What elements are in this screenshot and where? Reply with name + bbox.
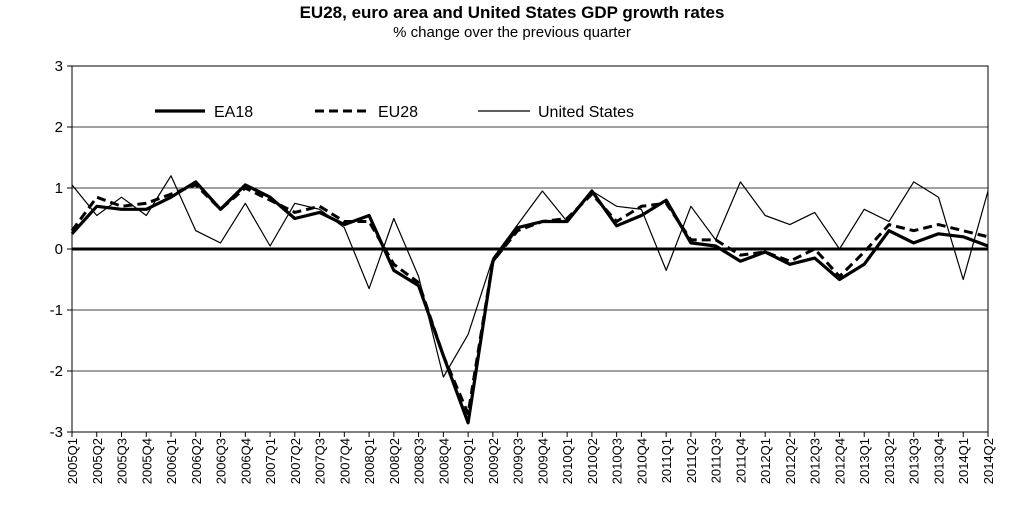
xtick-label-2009Q3: 2009Q3 [511,438,526,484]
legend-label-united-states: United States [538,104,634,121]
xtick-label-2006Q3: 2006Q3 [214,438,229,484]
xtick-label-2007Q3: 2007Q3 [313,438,328,484]
xtick-label-2008Q1: 2008Q1 [362,438,377,484]
xtick-label-2012Q4: 2012Q4 [832,438,847,484]
series-line-ea18 [70,180,989,425]
xtick-label-2014Q1: 2014Q1 [956,438,971,484]
xtick-label-2013Q3: 2013Q3 [907,438,922,484]
xtick-label-2005Q4: 2005Q4 [139,438,154,484]
ytick-label--1: -1 [50,302,63,319]
xtick-label-2007Q1: 2007Q1 [263,438,278,484]
ytick-label--3: -3 [50,424,63,441]
xtick-label-2009Q2: 2009Q2 [486,438,501,484]
xtick-label-2013Q1: 2013Q1 [857,438,872,484]
ytick-label--2: -2 [50,363,63,380]
series-line-eu28 [70,183,989,416]
xtick-label-2010Q2: 2010Q2 [585,438,600,484]
xtick-label-2006Q4: 2006Q4 [238,438,253,484]
xtick-label-2011Q2: 2011Q2 [684,438,699,483]
xtick-label-2005Q3: 2005Q3 [115,438,130,484]
xtick-label-2009Q1: 2009Q1 [461,438,476,484]
ytick-label-0: 0 [55,241,63,258]
xtick-label-2007Q4: 2007Q4 [337,438,352,484]
xtick-label-2011Q3: 2011Q3 [709,438,724,483]
xtick-label-2008Q3: 2008Q3 [412,438,427,484]
xtick-label-2012Q2: 2012Q2 [783,438,798,484]
legend-label-eu28: EU28 [378,104,418,121]
xtick-label-2010Q4: 2010Q4 [634,438,649,484]
legend-label-ea18: EA18 [214,104,253,121]
xtick-label-2005Q1: 2005Q1 [65,438,80,484]
xtick-label-2012Q1: 2012Q1 [758,438,773,484]
xtick-label-2014Q2: 2014Q2 [981,438,996,484]
chart-subtitle: % change over the previous quarter [393,24,631,41]
series-line-united-states [71,175,989,378]
ytick-label-2: 2 [55,119,63,136]
xtick-label-2005Q2: 2005Q2 [90,438,105,484]
ytick-label-3: 3 [55,58,63,75]
xtick-label-2012Q3: 2012Q3 [808,438,823,484]
chart-title: EU28, euro area and United States GDP gr… [299,3,725,22]
xtick-label-2008Q2: 2008Q2 [387,438,402,484]
ytick-label-1: 1 [55,180,63,197]
xtick-label-2007Q2: 2007Q2 [288,438,303,484]
xtick-label-2006Q2: 2006Q2 [189,438,204,484]
xtick-label-2006Q1: 2006Q1 [164,438,179,484]
xtick-label-2009Q4: 2009Q4 [535,438,550,484]
xtick-label-2011Q4: 2011Q4 [733,438,748,483]
xtick-label-2013Q2: 2013Q2 [882,438,897,484]
xtick-label-2010Q3: 2010Q3 [610,438,625,484]
xtick-label-2010Q1: 2010Q1 [560,438,575,484]
xtick-label-2011Q1: 2011Q1 [659,438,674,483]
xtick-label-2013Q4: 2013Q4 [931,438,946,484]
xtick-label-2008Q4: 2008Q4 [436,438,451,484]
